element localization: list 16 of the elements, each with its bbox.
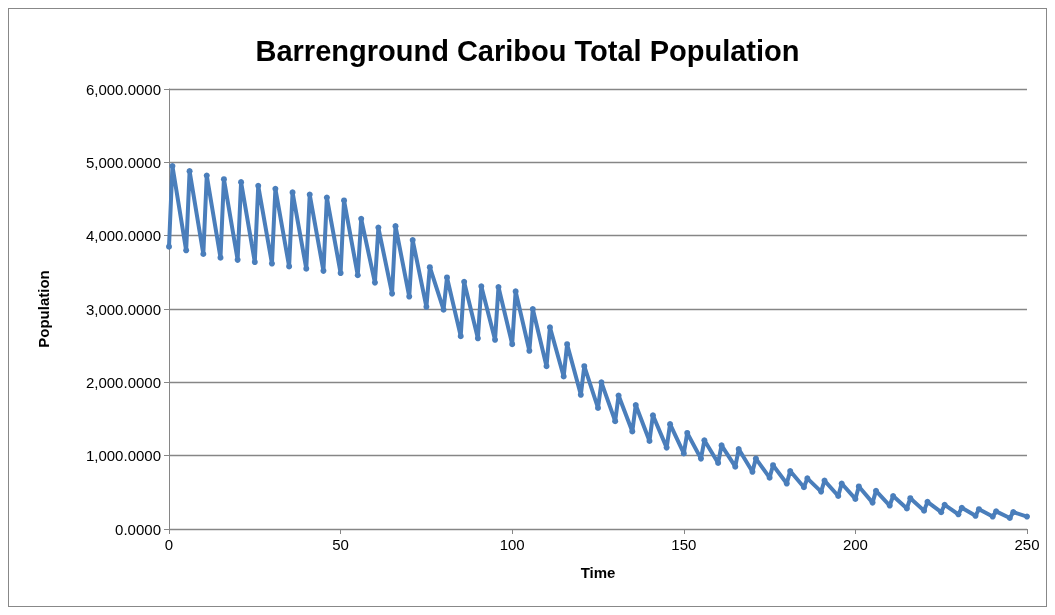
x-tick-label: 50 (332, 536, 349, 553)
y-tick-label: 0.0000 (115, 520, 161, 538)
y-tick-label: 4,000.0000 (85, 227, 161, 245)
x-tick-label: 100 (499, 536, 525, 553)
y-tick-label: 3,000.0000 (85, 300, 161, 318)
x-tick-label: 250 (1014, 536, 1040, 553)
x-tick-label: 0 (164, 536, 174, 553)
y-tick-label: 5,000.0000 (85, 153, 161, 171)
chart-title: Barrenground Caribou Total Population (255, 34, 800, 67)
y-tick-label: 2,000.0000 (85, 373, 161, 391)
x-tick-label: 150 (671, 536, 697, 553)
x-axis-title: Time (580, 564, 616, 581)
y-tick-label: 1,000.0000 (85, 447, 161, 465)
y-axis-title: Population (35, 270, 52, 348)
x-tick-label: 200 (842, 536, 868, 553)
y-tick-label: 6,000.0000 (85, 80, 161, 98)
